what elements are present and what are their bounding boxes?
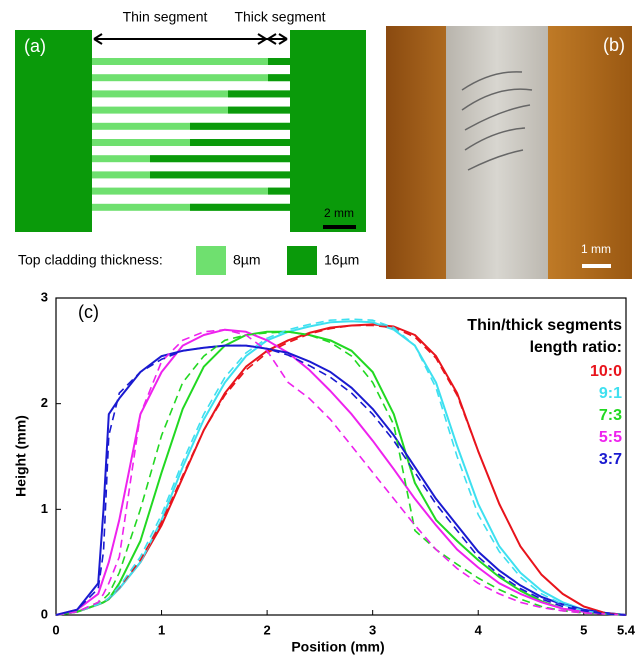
legend-entry: 5:5 <box>599 429 622 446</box>
legend-entry: 9:1 <box>599 385 622 402</box>
legend-label: 8µm <box>233 252 261 268</box>
dashed-line <box>55 324 627 616</box>
strip-thick <box>228 106 290 114</box>
swatch <box>196 246 226 275</box>
dashed-line <box>55 344 627 616</box>
swatch <box>287 246 317 275</box>
y-tick-label: 3 <box>41 289 48 304</box>
dashed-line <box>55 318 627 616</box>
strip-thin <box>92 187 290 195</box>
x-tick-label: 5 <box>580 622 587 637</box>
x-tick-label: 0 <box>52 622 59 637</box>
thick-label: Thick segment <box>234 9 325 25</box>
line <box>55 323 627 616</box>
legend-title: Thin/thick segments <box>467 317 622 334</box>
strip-thick <box>268 187 290 195</box>
legend-entry: 10:0 <box>590 363 622 380</box>
legend-title: Top cladding thickness: <box>18 252 163 268</box>
panel-a: Thin segment Thick segment (a) 2 mm Top … <box>15 9 366 275</box>
thin-label: Thin segment <box>123 9 208 25</box>
arrow-heads <box>93 33 288 45</box>
y-tick-label: 2 <box>41 395 48 410</box>
film <box>446 26 548 279</box>
strip-thin <box>92 90 290 98</box>
scale-label: 2 mm <box>324 206 354 220</box>
x-tick-label: 1 <box>158 622 165 637</box>
strip-thick <box>190 139 290 146</box>
plot-frame <box>55 297 627 616</box>
panel-label: (c) <box>78 302 99 322</box>
x-tick-label: 4 <box>475 622 483 637</box>
line <box>55 320 627 616</box>
strip-thin <box>92 74 290 82</box>
strip-thick <box>228 90 290 98</box>
x-tick-label: 5.4 <box>617 622 636 637</box>
pad <box>15 30 92 232</box>
x-tick-label: 3 <box>369 622 376 637</box>
legend-entry: 7:3 <box>599 407 622 424</box>
strip-thick <box>268 74 290 82</box>
dashed-line <box>55 331 627 616</box>
strip-thin <box>92 58 290 65</box>
legend-entry: 3:7 <box>599 451 622 468</box>
y-tick-label: 1 <box>41 501 48 516</box>
line <box>55 330 627 616</box>
scale-label: 1 mm <box>581 242 611 256</box>
strip-thick <box>190 122 290 130</box>
x-tick-label: 2 <box>263 622 270 637</box>
strip-thick <box>150 171 290 179</box>
strip-thick <box>150 155 290 163</box>
waveguides <box>461 71 533 171</box>
pad <box>290 30 366 232</box>
line <box>55 328 627 616</box>
chart: (c) Position (mm) Height (mm) 0 1 2 3 4 5 5.4 0… <box>13 289 636 654</box>
legend-title: length ratio: <box>530 339 622 356</box>
strip-thick <box>268 58 290 65</box>
strips <box>92 58 290 211</box>
dashed-line <box>55 328 627 616</box>
strip-thick <box>190 203 290 211</box>
strip-thin <box>92 106 290 114</box>
x-axis-label: Position (mm) <box>291 639 384 655</box>
panel-label: (a) <box>24 36 46 56</box>
panel-label: (b) <box>603 35 625 55</box>
y-tick-label: 0 <box>41 606 48 621</box>
legend-label: 16µm <box>324 252 359 268</box>
panel-b: (b) 1 mm <box>386 26 632 279</box>
y-axis-label: Height (mm) <box>13 415 29 497</box>
